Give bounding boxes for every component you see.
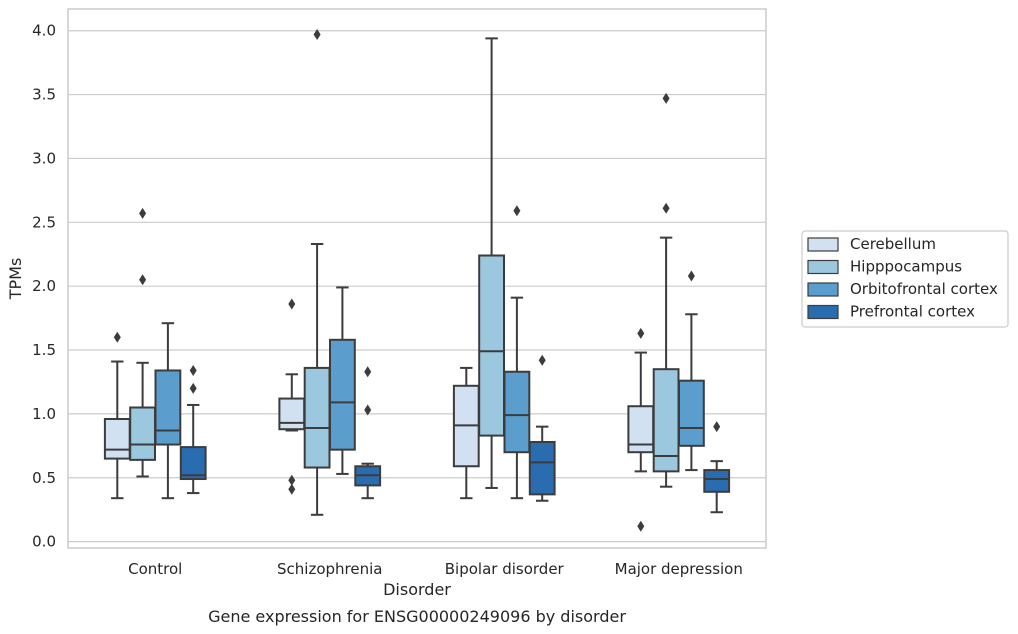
outlier-point bbox=[637, 327, 645, 339]
box-0-2 bbox=[452, 366, 480, 500]
box-0-0 bbox=[103, 331, 131, 500]
iqr-box bbox=[678, 379, 705, 447]
y-tick-label: 3.0 bbox=[32, 149, 56, 167]
iqr-box bbox=[303, 366, 331, 469]
outlier-point bbox=[364, 366, 372, 378]
y-tick-label: 2.5 bbox=[32, 213, 56, 231]
y-tick-label: 0.5 bbox=[32, 469, 56, 487]
iqr-box bbox=[652, 368, 680, 473]
box-1-2 bbox=[478, 37, 505, 489]
outlier-point bbox=[538, 354, 546, 366]
iqr-box bbox=[154, 369, 182, 446]
outlier-point bbox=[139, 274, 147, 286]
iqr-box bbox=[179, 446, 207, 481]
legend-swatch bbox=[807, 237, 839, 252]
outlier-point bbox=[637, 520, 645, 532]
legend-swatch bbox=[807, 304, 839, 320]
outlier-point bbox=[662, 92, 670, 104]
box-1-3 bbox=[652, 92, 680, 488]
box-1-0 bbox=[129, 207, 156, 478]
box-2-3 bbox=[678, 270, 705, 472]
iqr-box bbox=[528, 440, 556, 496]
outlier-point bbox=[189, 382, 197, 394]
outlier-point bbox=[288, 298, 296, 310]
outlier-point bbox=[513, 205, 521, 217]
y-tick-label: 2.0 bbox=[32, 277, 56, 295]
y-tick-label: 1.5 bbox=[32, 341, 56, 359]
y-tick-label: 4.0 bbox=[32, 22, 56, 40]
x-tick-label: Control bbox=[128, 560, 182, 578]
outlier-point bbox=[113, 331, 121, 343]
box-3-0 bbox=[179, 364, 207, 495]
legend-label: Orbitofrontal cortex bbox=[850, 280, 998, 298]
legend-frame bbox=[801, 230, 1009, 328]
y-tick-label: 1.0 bbox=[32, 405, 56, 423]
box-2-1 bbox=[329, 286, 356, 475]
box-0-3 bbox=[627, 327, 655, 532]
iqr-box bbox=[129, 406, 156, 461]
iqr-box bbox=[503, 370, 531, 454]
y-tick-label: 3.5 bbox=[32, 86, 56, 104]
x-tick-label: Major depression bbox=[615, 560, 743, 578]
legend-swatch bbox=[807, 282, 839, 297]
box-1-1 bbox=[303, 29, 331, 516]
box-2-0 bbox=[154, 322, 182, 500]
outlier-point bbox=[288, 483, 296, 495]
x-tick-label: Bipolar disorder bbox=[445, 560, 565, 578]
box-2-2 bbox=[503, 205, 531, 500]
iqr-box bbox=[278, 397, 306, 431]
outlier-point bbox=[189, 364, 197, 376]
plot-boxes bbox=[103, 29, 731, 532]
y-tick-labels: 0.0 0.5 1.0 1.5 2.0 2.5 3.0 3.5 4.0 bbox=[32, 22, 56, 551]
box-3-1 bbox=[354, 366, 382, 500]
plot-frame bbox=[67, 8, 767, 549]
box-3-3 bbox=[703, 421, 731, 514]
iqr-box bbox=[103, 417, 131, 460]
x-tick-label: Schizophrenia bbox=[277, 560, 382, 578]
x-axis-label: Disorder bbox=[383, 580, 451, 599]
outlier-point bbox=[687, 270, 695, 282]
box-3-2 bbox=[528, 354, 556, 502]
y-axis-label: TPMs bbox=[6, 258, 25, 301]
iqr-box bbox=[478, 254, 505, 437]
outlier-point bbox=[662, 202, 670, 214]
chart-title: Gene expression for ENSG00000249096 by d… bbox=[208, 607, 626, 626]
outlier-point bbox=[713, 421, 721, 433]
outlier-point bbox=[288, 474, 296, 486]
legend-label: Prefrontal cortex bbox=[850, 303, 975, 321]
legend-label: Cerebellum bbox=[850, 235, 936, 253]
iqr-box bbox=[703, 469, 731, 493]
outlier-point bbox=[313, 29, 321, 41]
legend: Cerebellum Hipppocampus Orbitofrontal cort… bbox=[801, 230, 1009, 328]
y-tick-label: 0.0 bbox=[32, 533, 56, 551]
outlier-point bbox=[364, 404, 372, 416]
legend-label: Hipppocampus bbox=[850, 258, 962, 276]
box-0-1 bbox=[278, 298, 306, 495]
iqr-box bbox=[329, 338, 356, 451]
legend-swatch bbox=[807, 259, 839, 275]
outlier-point bbox=[139, 207, 147, 219]
x-tick-labels: Control Schizophrenia Bipolar disorder Majo… bbox=[128, 560, 743, 578]
